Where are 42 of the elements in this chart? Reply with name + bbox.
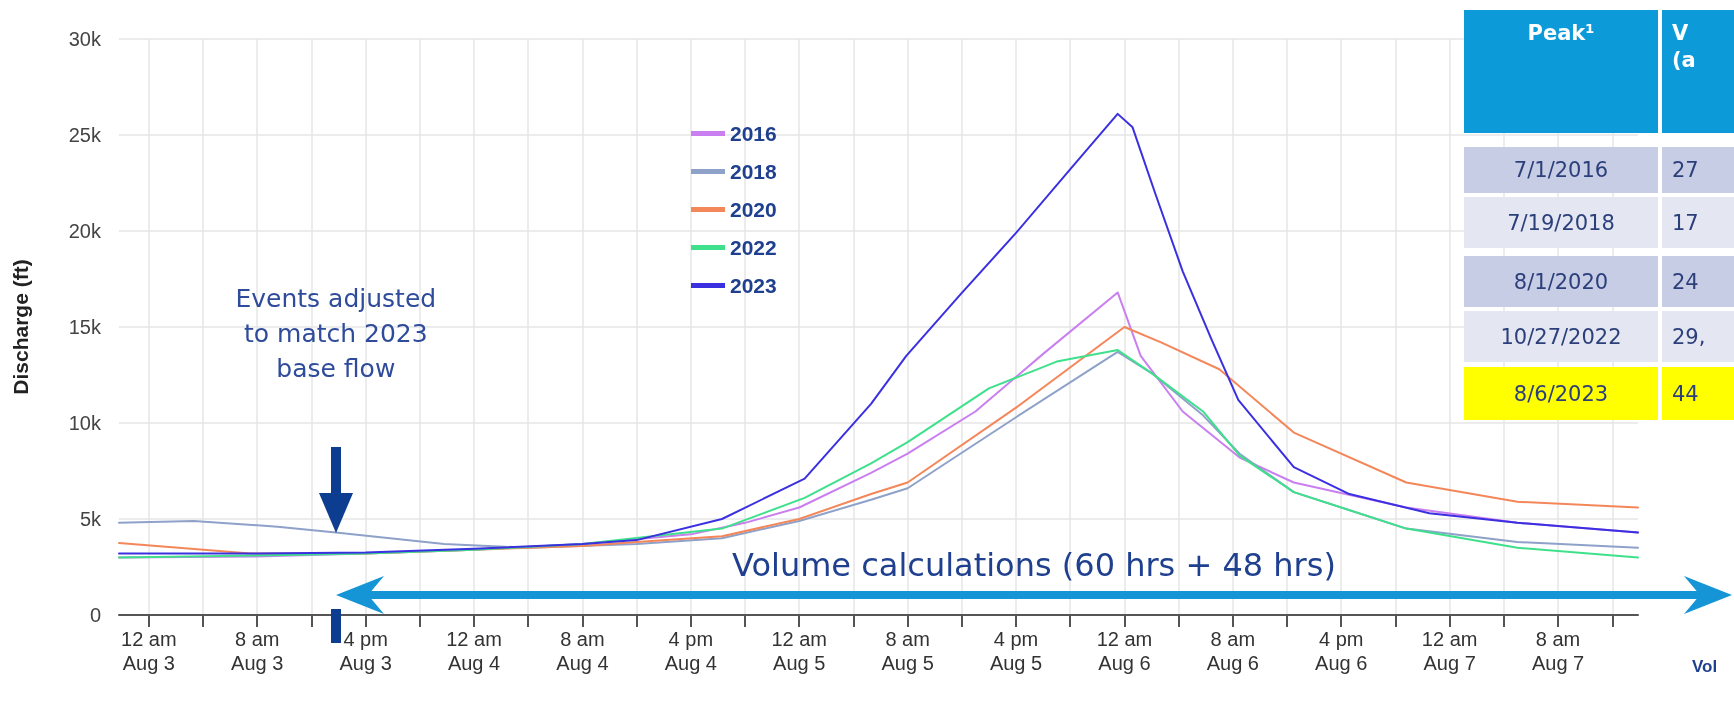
y-tick-label: 5k [79, 508, 102, 530]
annotation: 8/6/2023 [1464, 367, 1658, 420]
y-tick-label: 20k [68, 220, 102, 242]
x-tick-label: 8 am Aug 5 [881, 628, 934, 674]
annotation: Peak¹ [1464, 10, 1658, 133]
x-tick-label: 4 pm Aug 5 [989, 628, 1043, 674]
y-tick-label: 15k [68, 316, 102, 338]
text: 17 [1662, 197, 1734, 248]
text: Vol [1692, 656, 1718, 678]
x-tick-label: 4 pm Aug 6 [1315, 628, 1368, 674]
x-tick-label: 8 am Aug 4 [556, 628, 609, 674]
y-tick-label: 25k [68, 124, 102, 146]
y-tick-label: 10k [68, 412, 102, 434]
x-tick-label: 8 am Aug 3 [231, 628, 284, 674]
text: 29, [1662, 311, 1734, 362]
y-axis-title: Discharge (ft) [9, 259, 32, 395]
x-tick-label: 8 am Aug 6 [1206, 628, 1259, 674]
legend-label: 2016 [730, 122, 777, 145]
y-tick-label: 0 [89, 604, 101, 626]
legend-label: 2020 [730, 198, 777, 221]
legend-label: 2023 [730, 274, 777, 297]
annotation: 7/1/2016 [1464, 147, 1658, 193]
x-tick-label: 12 am Aug 4 [446, 628, 502, 674]
x-tick-label: 4 pm Aug 3 [339, 628, 392, 674]
x-tick-label: 4 pm Aug 4 [664, 628, 717, 674]
annotation: 8/1/2020 [1464, 256, 1658, 307]
x-tick-label: 8 am Aug 7 [1531, 628, 1585, 674]
y-tick-label: 30k [68, 28, 102, 50]
annotation: Volume calculations (60 hrs + 48 hrs) [732, 545, 1336, 586]
legend-label: 2022 [730, 236, 777, 259]
legend-label: 2018 [730, 160, 778, 183]
text: 24 [1662, 256, 1734, 307]
text: V (a [1662, 10, 1734, 133]
x-tick-label: 12 am Aug 5 [771, 628, 828, 674]
x-tick-label: 12 am Aug 7 [1421, 628, 1478, 674]
x-tick-label: 12 am Aug 3 [121, 628, 177, 674]
annotation: Events adjusted to match 2023 base flow [235, 283, 437, 385]
annotation: 10/27/2022 [1464, 311, 1658, 362]
x-tick-label: 12 am Aug 6 [1096, 628, 1153, 674]
text: 27 [1662, 147, 1734, 193]
text: 44 [1662, 367, 1734, 420]
annotation: 7/19/2018 [1464, 197, 1658, 248]
